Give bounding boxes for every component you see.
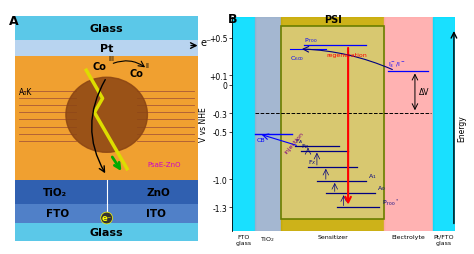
Text: regeneration: regeneration xyxy=(327,53,367,58)
Text: ΔV: ΔV xyxy=(419,88,430,97)
Text: A: A xyxy=(9,15,18,28)
Y-axis label: V vs NHE: V vs NHE xyxy=(199,107,208,142)
Text: P$_{700}$$^*$: P$_{700}$$^*$ xyxy=(382,197,399,207)
Bar xyxy=(15,17,198,41)
Bar xyxy=(255,18,281,231)
Text: F$_A$: F$_A$ xyxy=(295,137,303,146)
Text: ZnO: ZnO xyxy=(146,187,170,197)
Text: Co: Co xyxy=(93,61,107,71)
Text: TiO$_2$: TiO$_2$ xyxy=(261,234,275,243)
Text: F$_X$: F$_X$ xyxy=(308,157,317,166)
Text: Co: Co xyxy=(129,68,143,78)
Text: injection: injection xyxy=(283,131,305,155)
Text: P$_{700}$: P$_{700}$ xyxy=(303,36,318,45)
Bar xyxy=(433,18,455,231)
Bar xyxy=(15,57,198,181)
Bar xyxy=(15,204,198,223)
Text: A₀K: A₀K xyxy=(19,87,32,97)
Text: A$_0$: A$_0$ xyxy=(377,184,386,193)
Text: Pt: Pt xyxy=(100,44,113,54)
Text: II: II xyxy=(146,62,149,69)
Ellipse shape xyxy=(66,78,147,153)
Bar xyxy=(384,18,433,231)
Text: FTO
glass: FTO glass xyxy=(235,234,252,245)
Bar xyxy=(232,18,255,231)
Text: Pt/FTO
glass: Pt/FTO glass xyxy=(434,234,454,245)
Text: B: B xyxy=(228,13,237,26)
Text: CB: CB xyxy=(257,137,265,142)
Text: I$_3^-$/I$^-$: I$_3^-$/I$^-$ xyxy=(388,60,406,70)
Text: A$_1$: A$_1$ xyxy=(368,171,377,180)
Text: C$_{600}$: C$_{600}$ xyxy=(290,54,305,62)
Text: PsaE-ZnO: PsaE-ZnO xyxy=(147,161,181,167)
Text: Energy: Energy xyxy=(457,115,466,141)
Text: III: III xyxy=(109,56,115,61)
Text: Electrolyte: Electrolyte xyxy=(392,234,425,239)
Text: ITO: ITO xyxy=(146,209,166,218)
Text: e⁻: e⁻ xyxy=(101,214,112,223)
Text: F$_B$: F$_B$ xyxy=(301,141,310,150)
Text: e⁻: e⁻ xyxy=(201,38,211,48)
Text: Sensitizer: Sensitizer xyxy=(317,234,348,239)
Bar xyxy=(15,223,198,242)
Text: Glass: Glass xyxy=(90,24,123,34)
Text: TiO₂: TiO₂ xyxy=(43,187,67,197)
Bar xyxy=(281,18,384,231)
Text: Glass: Glass xyxy=(90,227,123,237)
Bar xyxy=(15,41,198,57)
Text: PSI: PSI xyxy=(324,15,341,25)
Bar xyxy=(281,27,384,219)
Bar xyxy=(15,181,198,204)
Text: FTO: FTO xyxy=(46,209,69,218)
